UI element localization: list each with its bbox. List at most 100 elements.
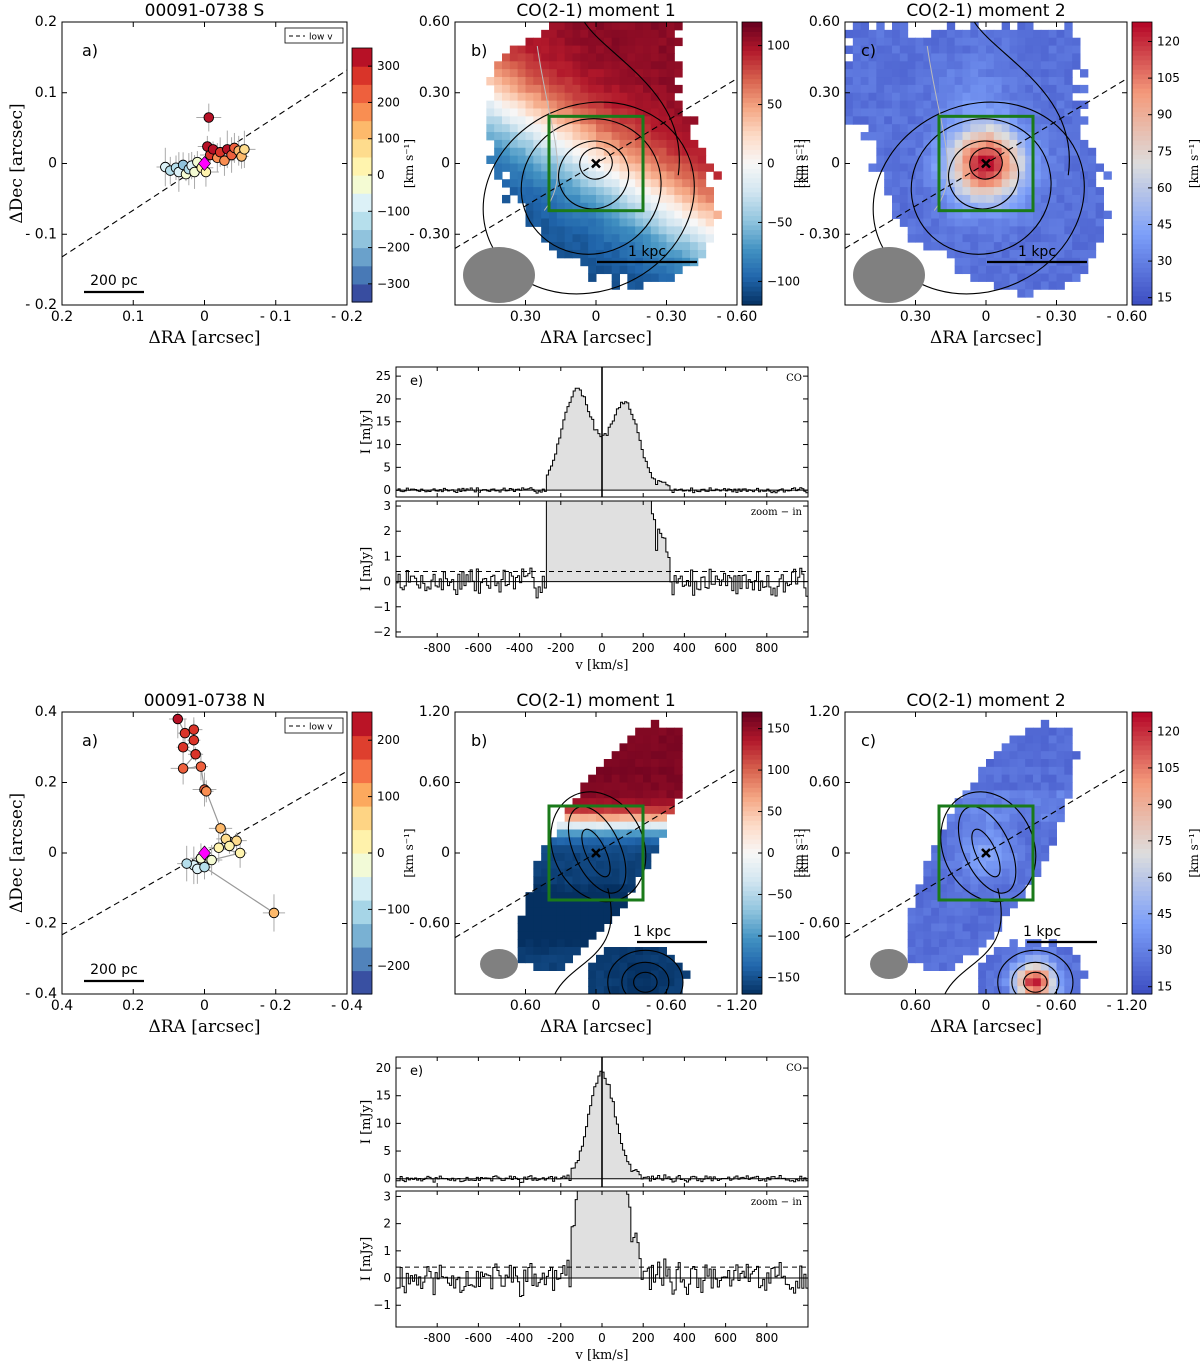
- map-pixel: [635, 845, 644, 854]
- map-pixel: [931, 53, 940, 62]
- map-pixel: [588, 273, 597, 282]
- flux-contour: [558, 140, 630, 210]
- map-pixel: [596, 837, 605, 846]
- map-pixel: [525, 84, 534, 94]
- map-pixel: [993, 77, 1003, 86]
- map-pixel: [635, 202, 644, 212]
- map-pixel: [986, 242, 995, 251]
- colorbar-tick-label: 300: [377, 59, 400, 73]
- map-pixel: [697, 194, 707, 204]
- colorbar-segment: [1132, 201, 1152, 207]
- colorbar-segment: [1132, 59, 1152, 66]
- map-pixel: [860, 84, 869, 94]
- map-pixel: [643, 806, 652, 815]
- colorbar-segment: [352, 923, 372, 948]
- map-pixel: [1048, 986, 1057, 994]
- map-pixel: [954, 845, 963, 854]
- map-pixel: [705, 210, 714, 220]
- map-pixel: [564, 202, 573, 212]
- map-pixel: [954, 187, 963, 196]
- map-pixel: [1017, 242, 1026, 251]
- map-pixel: [666, 743, 675, 752]
- map-pixel: [619, 92, 628, 102]
- map-pixel: [993, 249, 1003, 259]
- aperture-box: [937, 114, 1035, 213]
- map-pixel: [666, 774, 675, 783]
- unit-label: [km s⁻¹]: [402, 828, 416, 877]
- map-pixel: [533, 132, 542, 141]
- x-tick-label: - 0.2: [260, 998, 292, 1014]
- map-pixel: [923, 155, 932, 164]
- map-pixel: [635, 29, 644, 39]
- map-pixel: [564, 187, 573, 196]
- map-pixel: [962, 226, 971, 235]
- map-pixel: [674, 986, 683, 994]
- map-pixel: [986, 132, 995, 141]
- map-pixel: [1040, 108, 1050, 117]
- map-pixel: [635, 978, 644, 987]
- map-pixel: [1072, 37, 1081, 47]
- colorbar-segment: [742, 782, 762, 788]
- map-pixel: [525, 954, 534, 964]
- map-pixel: [627, 210, 636, 220]
- map-pixel: [596, 790, 605, 799]
- line-fill: [571, 1071, 640, 1179]
- colorbar-segment: [1132, 121, 1152, 127]
- x-tick-label: - 0.60: [1036, 998, 1077, 1014]
- map-pixel: [1048, 139, 1057, 149]
- map-pixel: [674, 759, 683, 768]
- colorbar-segment: [742, 172, 762, 179]
- map-pixel: [1001, 53, 1010, 62]
- map-pixel: [1001, 171, 1010, 180]
- map-pixel: [899, 69, 909, 78]
- map-pixel: [954, 163, 963, 172]
- map-pixel: [1001, 986, 1010, 994]
- map-pixel: [580, 187, 589, 196]
- map-pixel: [603, 782, 613, 791]
- map-pixel: [876, 139, 885, 149]
- x-tick-label: - 0.30: [1036, 309, 1077, 325]
- map-pixel: [1056, 743, 1065, 752]
- map-pixel: [915, 108, 924, 117]
- map-pixel: [564, 845, 573, 854]
- map-pixel: [635, 226, 644, 235]
- map-pixel: [931, 124, 940, 133]
- map-pixel: [1064, 108, 1073, 117]
- colorbar-segment: [742, 928, 762, 934]
- map-pixel: [643, 210, 652, 220]
- map-pixel: [572, 829, 581, 838]
- colorbar-segment: [742, 810, 762, 816]
- data-point: [177, 763, 189, 774]
- map-pixel: [596, 84, 605, 94]
- map-pixel: [556, 179, 566, 188]
- map-pixel: [1001, 962, 1010, 971]
- map-pixel: [603, 210, 613, 220]
- map-pixel: [1048, 171, 1057, 180]
- map-pixel: [658, 782, 667, 791]
- map-pixel: [1033, 727, 1042, 736]
- map-pixel: [1025, 766, 1034, 776]
- map-pixel: [650, 735, 660, 744]
- map-pixel: [978, 226, 987, 235]
- colorbar-segment: [1132, 970, 1152, 976]
- map-pixel: [954, 179, 963, 188]
- map-pixel: [588, 171, 597, 180]
- map-pixel: [1040, 954, 1050, 964]
- map-pixel: [946, 45, 956, 54]
- map-pixel: [978, 92, 987, 102]
- map-pixel: [658, 774, 667, 783]
- map-pixel: [931, 218, 940, 227]
- map-pixel: [533, 61, 542, 70]
- map-pixel: [619, 900, 628, 909]
- map-pixel: [1033, 939, 1042, 948]
- map-pixel: [970, 37, 979, 47]
- map-pixel: [666, 970, 675, 979]
- map-pixel: [611, 845, 620, 854]
- colorbar-segment: [352, 247, 372, 267]
- map-pixel: [1001, 69, 1010, 78]
- colorbar-segment: [742, 773, 762, 779]
- map-pixel: [1103, 210, 1112, 220]
- data-point: [190, 749, 201, 760]
- map-pixel: [1087, 202, 1097, 212]
- map-pixel: [525, 108, 534, 117]
